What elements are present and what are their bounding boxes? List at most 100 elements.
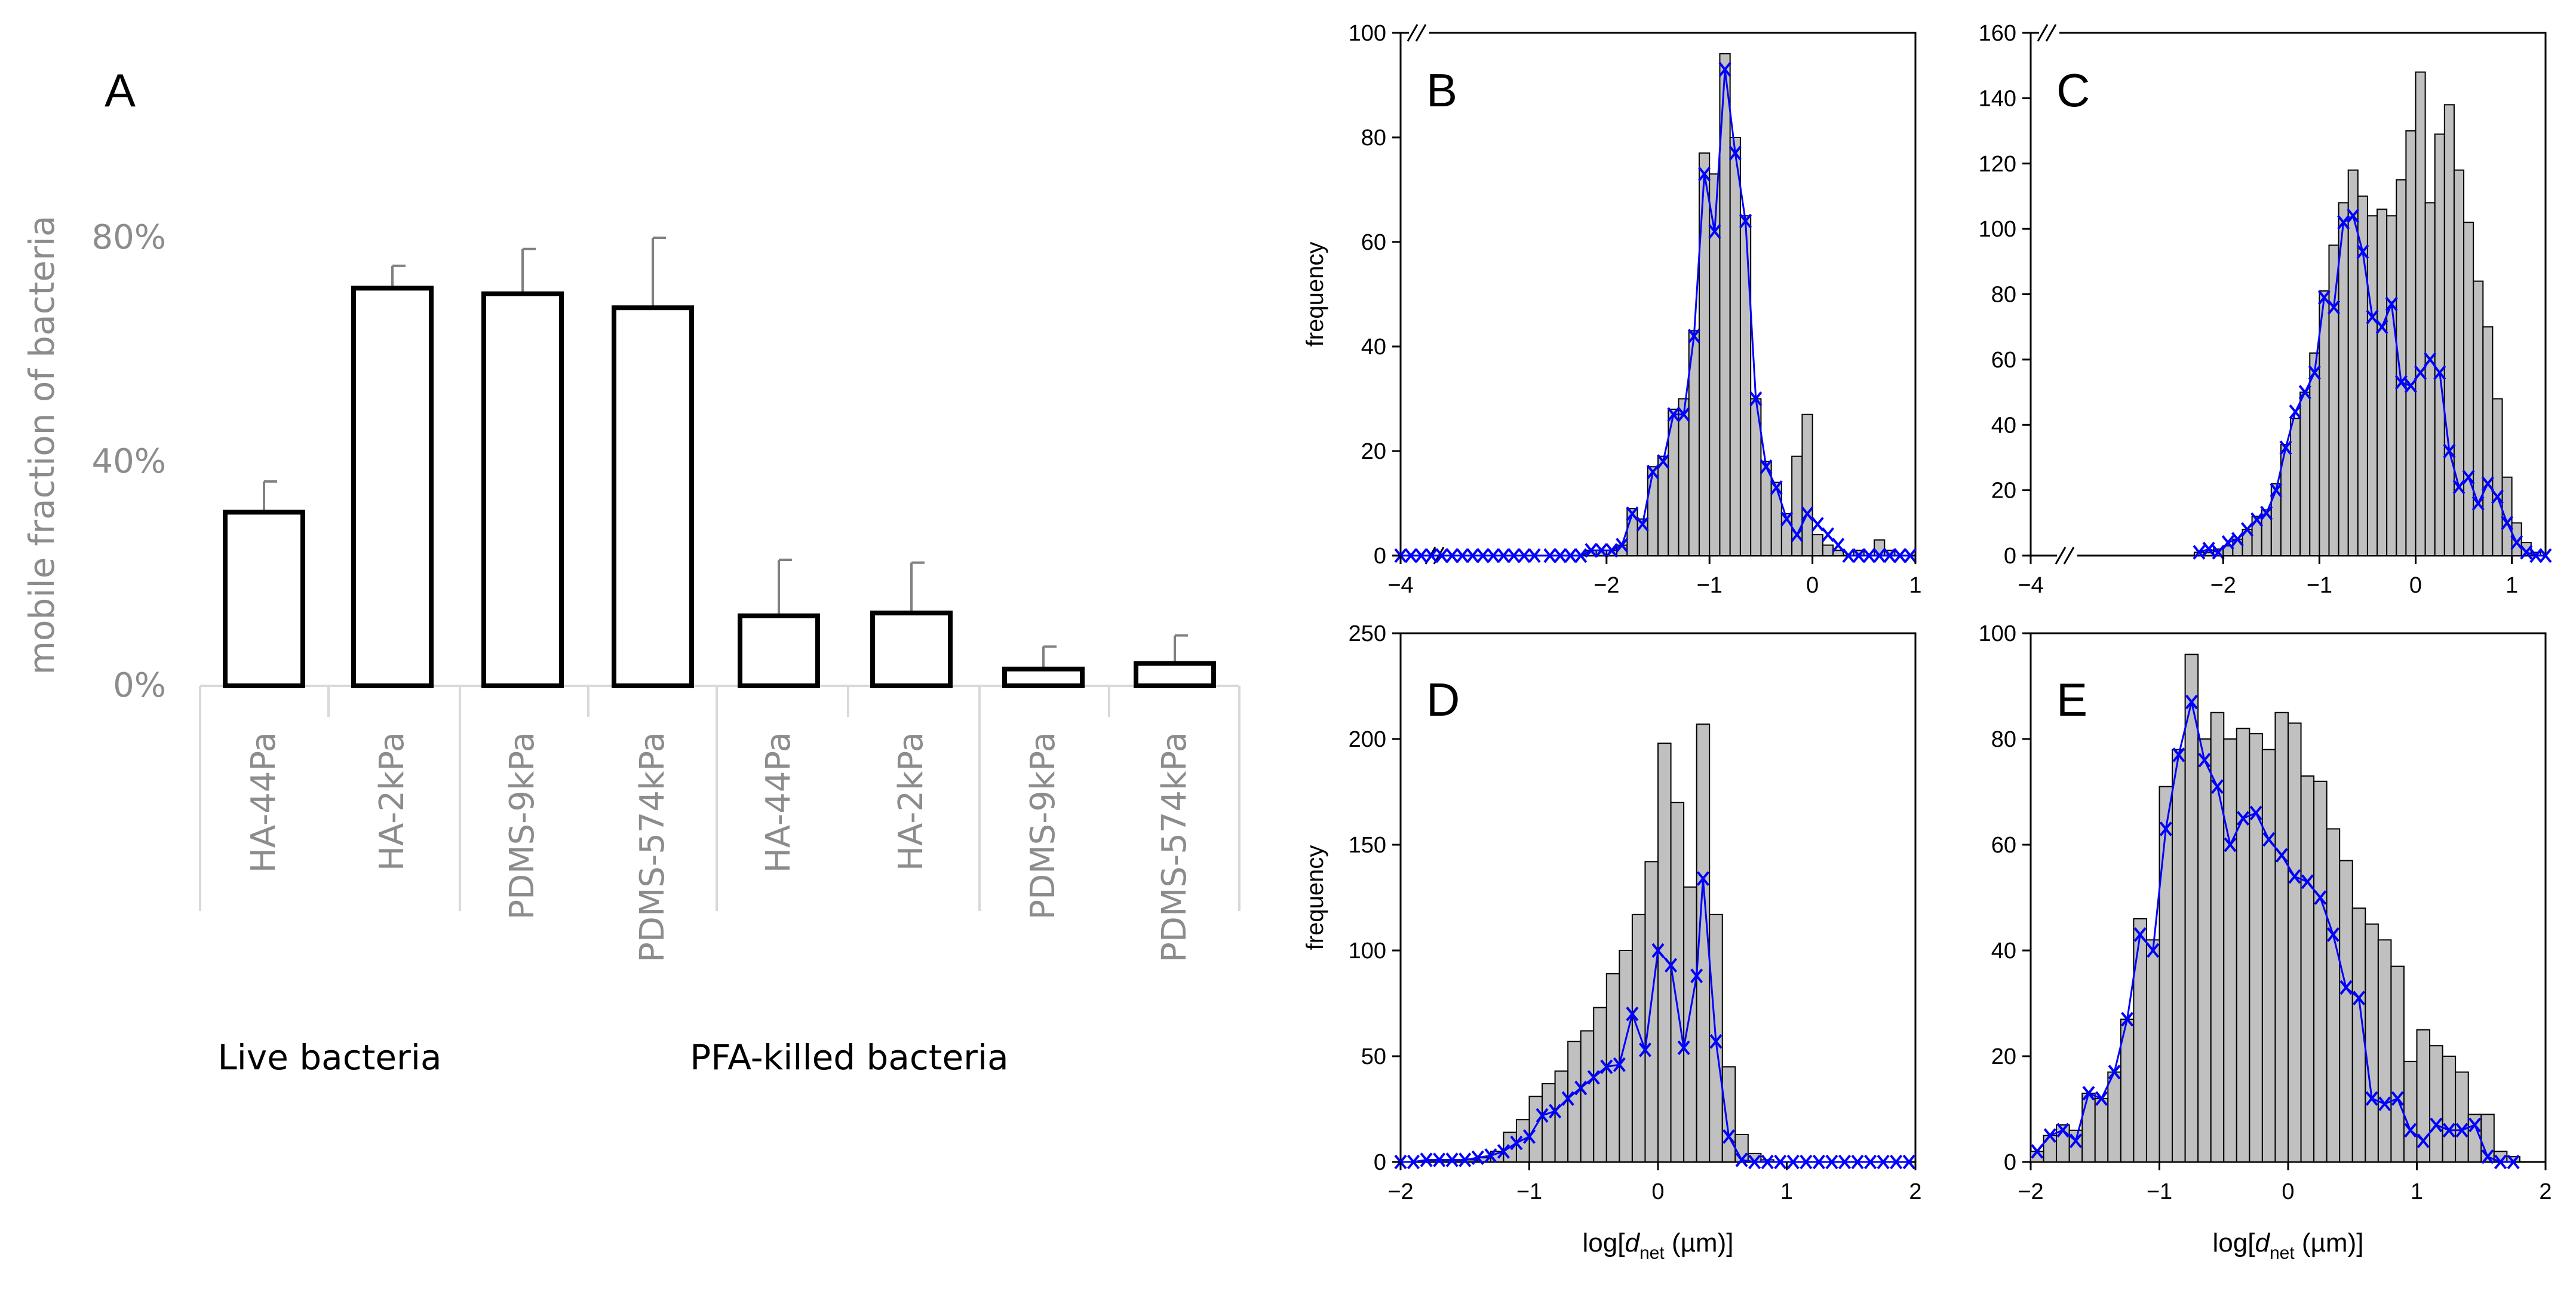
histogram-bar [2223, 738, 2237, 1163]
histogram-bar [1801, 413, 1813, 556]
histogram-bar [1734, 1133, 1749, 1163]
series-marker [1585, 542, 1598, 558]
marker-stroke [1587, 1070, 1600, 1085]
marker-stroke [1760, 459, 1773, 474]
marker-stroke [2108, 1065, 2121, 1080]
histogram-bar [2313, 780, 2328, 1163]
series-marker [1749, 391, 1763, 406]
marker-stroke [2385, 296, 2398, 312]
series-marker [1471, 1150, 1484, 1166]
panel-a: A 0% 40% 80% mobile fraction of bacteria HA-4… [22, 64, 1241, 1078]
marker-stroke [1536, 1108, 1549, 1123]
marker-stroke [1665, 958, 1678, 973]
x-tick-label: −1 [1516, 1179, 1542, 1204]
marker-stroke [2069, 1133, 2082, 1148]
series-marker [2404, 1123, 2417, 1138]
y-tick-label: 60 [1361, 230, 1386, 255]
marker-stroke [1709, 1034, 1723, 1049]
histogram-bar [2274, 712, 2289, 1163]
series-marker [1800, 1154, 1813, 1170]
marker-stroke [2240, 522, 2254, 537]
marker-stroke [1770, 480, 1783, 495]
x-tick-label: −1 [1697, 573, 1723, 598]
y-tick-label: 40 [1361, 335, 1386, 360]
y-tick-label: 80 [1991, 727, 2016, 752]
histogram-bar [2184, 654, 2199, 1163]
histogram-bar [2309, 352, 2320, 556]
bar [612, 305, 694, 688]
marker-stroke [1698, 166, 1711, 182]
series-marker [1821, 527, 1835, 542]
histogram-bar [2236, 728, 2250, 1163]
marker-stroke [1585, 542, 1598, 558]
series-marker [2317, 290, 2331, 305]
series-marker [2433, 365, 2446, 381]
marker-stroke [2288, 869, 2301, 884]
marker-stroke [2082, 1085, 2095, 1101]
series-marker [2375, 319, 2388, 335]
category-label: PDMS-9kPa [1024, 732, 1063, 920]
histogram-bar [2107, 1071, 2121, 1163]
marker-stroke [2327, 300, 2341, 315]
series-marker [2424, 352, 2437, 367]
marker-stroke [1893, 548, 1906, 563]
y-tick-label: 100 [1349, 21, 1386, 46]
series-marker [2159, 821, 2172, 836]
marker-stroke [2430, 1117, 2443, 1133]
histogram-bar [2081, 1092, 2096, 1163]
series-marker [1574, 548, 1588, 563]
histogram-bar [1554, 1070, 1569, 1163]
marker-stroke [2314, 890, 2327, 905]
y-tick-label: 80% [92, 218, 166, 257]
group-label: PFA-killed bacteria [690, 1037, 1008, 1078]
category-label: HA-44Pa [244, 732, 283, 873]
histogram-bar [1647, 466, 1659, 556]
series-marker [1718, 62, 1731, 77]
marker-stroke [1497, 548, 1510, 563]
histogram-bar [2133, 918, 2147, 1163]
series-marker [1543, 548, 1556, 563]
histogram-bar [2501, 476, 2513, 556]
histogram-bar [2390, 965, 2405, 1163]
x-tick-label: 0 [1806, 573, 1819, 598]
series-marker [1564, 548, 1577, 563]
marker-stroke [1445, 548, 1459, 563]
series-marker [2260, 505, 2273, 521]
histogram-bar [2094, 1097, 2109, 1163]
series-marker [1728, 145, 1742, 161]
series-marker [2481, 1149, 2494, 1164]
series-marker [2455, 1123, 2468, 1138]
histogram-bar [2442, 1056, 2457, 1163]
series-marker [2352, 991, 2366, 1005]
bar [1002, 666, 1085, 688]
x-tick-label: −4 [2018, 573, 2043, 598]
marker-stroke [1749, 391, 1763, 406]
marker-stroke [2301, 874, 2314, 890]
series-marker [2198, 753, 2211, 768]
panel-label-e: E [2056, 673, 2087, 726]
series-marker [1522, 1129, 1536, 1144]
marker-stroke [2031, 1144, 2044, 1159]
marker-stroke [1574, 1080, 1588, 1096]
marker-stroke [1471, 1150, 1484, 1166]
histogram-bar [1874, 539, 1886, 556]
x-axis-label: log[dnet (µm)] [2213, 1228, 2364, 1263]
series-marker [1574, 1080, 1588, 1096]
marker-stroke [2491, 489, 2504, 504]
x-tick-label: 1 [2506, 573, 2518, 598]
histogram-bar [2453, 169, 2465, 556]
y-tick-label: 40 [1991, 939, 2016, 964]
marker-stroke [2279, 440, 2292, 455]
x-tick-label: −1 [2307, 573, 2332, 598]
series-marker [2471, 496, 2485, 511]
histogram-bar [2415, 71, 2426, 556]
y-axis-label: mobile fraction of bacteria [22, 216, 62, 675]
marker-stroke [1877, 1154, 1890, 1170]
series-marker [1791, 527, 1804, 542]
series-marker [1549, 1103, 1562, 1119]
series-marker [2391, 1091, 2404, 1106]
series-marker [1883, 548, 1896, 563]
y-tick-label: 250 [1349, 621, 1386, 646]
marker-stroke [1605, 542, 1618, 558]
marker-stroke [2339, 980, 2353, 995]
